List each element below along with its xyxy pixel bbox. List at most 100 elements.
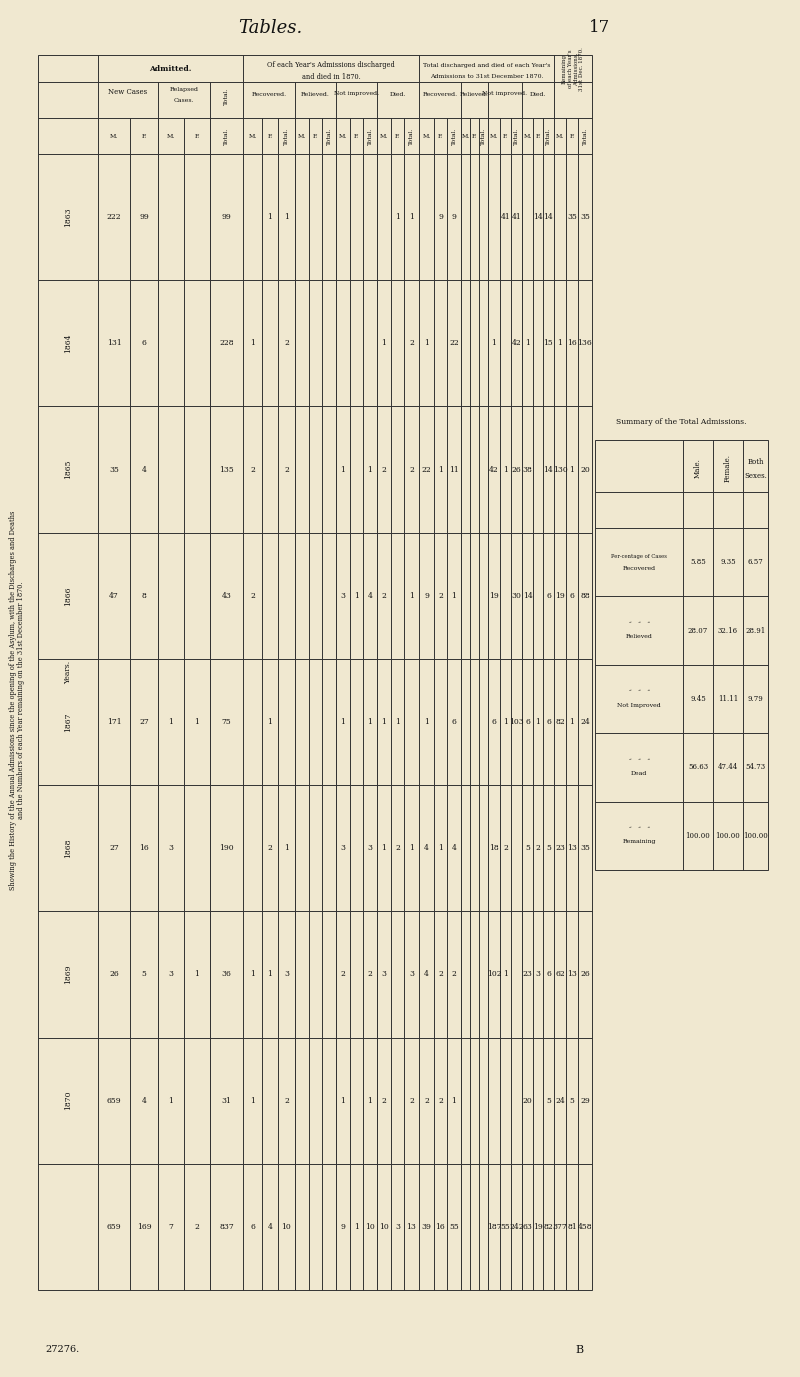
Text: 2: 2: [382, 592, 386, 600]
Text: 3: 3: [341, 844, 346, 852]
Text: F.: F.: [354, 134, 359, 139]
Text: 2: 2: [409, 1096, 414, 1104]
Text: 1: 1: [535, 717, 541, 726]
Text: M.: M.: [248, 134, 257, 139]
Text: 2: 2: [409, 339, 414, 347]
Text: 1: 1: [424, 717, 429, 726]
Text: 39: 39: [422, 1223, 431, 1231]
Text: 35: 35: [580, 213, 590, 222]
Text: 1: 1: [451, 592, 457, 600]
Text: 43: 43: [222, 592, 231, 600]
Text: 2: 2: [284, 1096, 289, 1104]
Text: 10: 10: [379, 1223, 389, 1231]
Text: 16: 16: [139, 844, 149, 852]
Text: 81: 81: [567, 1223, 577, 1231]
Text: 1: 1: [503, 717, 508, 726]
Text: 6: 6: [250, 1223, 255, 1231]
Text: Tables.: Tables.: [238, 19, 302, 37]
Text: 6: 6: [142, 339, 146, 347]
Text: 42: 42: [489, 465, 499, 474]
Text: 14: 14: [544, 213, 554, 222]
Text: Female.: Female.: [724, 454, 732, 482]
Text: 2: 2: [382, 1096, 386, 1104]
Text: 38: 38: [522, 465, 533, 474]
Text: 171: 171: [106, 717, 122, 726]
Text: 659: 659: [106, 1223, 122, 1231]
Text: 14: 14: [544, 465, 554, 474]
Text: F.: F.: [313, 134, 318, 139]
Text: M.: M.: [380, 134, 388, 139]
Text: 35: 35: [580, 844, 590, 852]
Text: Admitted.: Admitted.: [150, 65, 192, 73]
Text: 100.00: 100.00: [716, 832, 740, 840]
Text: 36: 36: [222, 971, 231, 979]
Text: 9.79: 9.79: [748, 695, 763, 704]
Text: 29: 29: [580, 1096, 590, 1104]
Text: 9: 9: [341, 1223, 346, 1231]
Text: 3: 3: [169, 971, 174, 979]
Text: 1: 1: [382, 844, 386, 852]
Text: 1: 1: [341, 717, 346, 726]
Text: 3: 3: [284, 971, 289, 979]
Text: 9: 9: [424, 592, 429, 600]
Text: 187: 187: [486, 1223, 502, 1231]
Text: Total.: Total.: [409, 127, 414, 145]
Text: Total.: Total.: [284, 127, 289, 145]
Text: 99: 99: [139, 213, 149, 222]
Text: 2: 2: [250, 592, 255, 600]
Text: M.: M.: [167, 134, 175, 139]
Text: 11.11: 11.11: [718, 695, 738, 704]
Text: Per-centage of Cases: Per-centage of Cases: [611, 554, 667, 559]
Text: 1: 1: [424, 339, 429, 347]
Text: “    “    “: “ “ “: [629, 690, 650, 695]
Text: 6.57: 6.57: [748, 558, 763, 566]
Text: and died in 1870.: and died in 1870.: [302, 73, 360, 81]
Text: Total.: Total.: [224, 87, 229, 105]
Text: 27: 27: [109, 844, 119, 852]
Text: 1: 1: [451, 1096, 457, 1104]
Text: M.: M.: [523, 134, 532, 139]
Text: 26: 26: [109, 971, 119, 979]
Text: 5: 5: [570, 1096, 574, 1104]
Text: 1: 1: [250, 339, 255, 347]
Text: 100.00: 100.00: [686, 832, 710, 840]
Text: 14: 14: [533, 213, 543, 222]
Text: Admissions to 31st December 1870.: Admissions to 31st December 1870.: [430, 74, 543, 80]
Text: 3: 3: [409, 971, 414, 979]
Text: Total.: Total.: [514, 127, 519, 145]
Text: 1: 1: [395, 717, 400, 726]
Text: 1: 1: [284, 844, 289, 852]
Text: 22: 22: [449, 339, 459, 347]
Text: 1: 1: [438, 844, 443, 852]
Text: 1: 1: [267, 717, 273, 726]
Text: 26: 26: [512, 465, 522, 474]
Text: 3: 3: [395, 1223, 400, 1231]
Text: 131: 131: [106, 339, 122, 347]
Text: 11: 11: [449, 465, 459, 474]
Text: 6: 6: [525, 717, 530, 726]
Text: 63: 63: [522, 1223, 533, 1231]
Text: Cases.: Cases.: [174, 99, 194, 103]
Text: Relieved.: Relieved.: [460, 91, 489, 96]
Text: 1: 1: [250, 1096, 255, 1104]
Text: 377: 377: [553, 1223, 567, 1231]
Text: M.: M.: [110, 134, 118, 139]
Text: 16: 16: [567, 339, 577, 347]
Text: 1: 1: [395, 213, 400, 222]
Text: 20: 20: [580, 465, 590, 474]
Bar: [595, 441, 768, 870]
Text: 55: 55: [501, 1223, 510, 1231]
Text: Relieved: Relieved: [626, 633, 653, 639]
Text: 169: 169: [137, 1223, 151, 1231]
Text: 242: 242: [509, 1223, 524, 1231]
Text: Dead: Dead: [631, 771, 647, 775]
Text: 1869: 1869: [64, 965, 72, 985]
Text: 5: 5: [546, 1096, 551, 1104]
Text: 88: 88: [580, 592, 590, 600]
Text: 837: 837: [219, 1223, 234, 1231]
Text: 5: 5: [142, 971, 146, 979]
Text: 2: 2: [284, 465, 289, 474]
Text: 9.35: 9.35: [720, 558, 736, 566]
Text: 1: 1: [267, 213, 273, 222]
Text: Both: Both: [747, 459, 764, 465]
